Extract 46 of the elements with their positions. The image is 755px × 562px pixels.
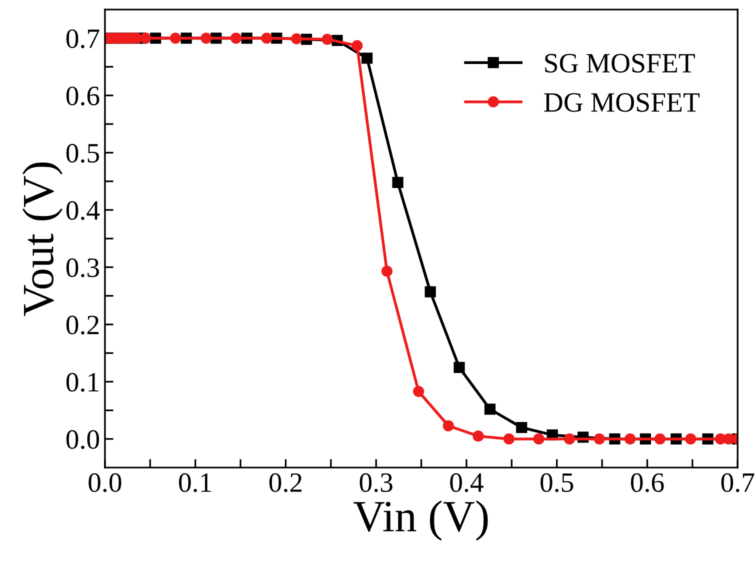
legend-label: DG MOSFET [544, 93, 700, 112]
x-tick-label: 0.6 [630, 473, 664, 492]
point [472, 430, 484, 442]
x-tick-label: 0.3 [360, 473, 392, 492]
point [442, 420, 454, 432]
y-tick-label: 0.6 [66, 86, 100, 106]
point [200, 32, 212, 44]
point [140, 32, 152, 44]
point [685, 433, 696, 445]
y-tick-label: 0.2 [66, 316, 99, 334]
y-tick-label: 0.4 [66, 201, 100, 220]
point [170, 32, 181, 44]
x-tick-label: 0.7 [721, 473, 754, 492]
point [723, 433, 734, 445]
point [424, 286, 436, 298]
point [484, 404, 496, 415]
x-tick-label: 0.1 [179, 473, 212, 492]
point [594, 433, 605, 445]
y-tick-label: 0.1 [66, 372, 98, 392]
point [564, 433, 576, 445]
point [362, 52, 373, 64]
point [454, 362, 465, 373]
y-axis-title: Vout (V) [22, 162, 63, 316]
point [654, 433, 666, 445]
point [503, 433, 515, 445]
x-axis-title: Vin (V) [353, 500, 488, 541]
legend-label: SG MOSFET [545, 54, 695, 73]
y-tick-label: 0.5 [66, 144, 99, 163]
point [291, 33, 302, 44]
point [322, 34, 333, 45]
point [533, 433, 544, 445]
point [392, 176, 404, 188]
point [352, 40, 363, 52]
point [624, 433, 636, 445]
point [381, 266, 392, 277]
point [261, 32, 272, 44]
point [230, 32, 242, 44]
point [516, 422, 528, 434]
y-tick-label: 0.3 [66, 258, 99, 278]
x-tick-label: 0.0 [88, 473, 122, 492]
y-tick-label: 0.7 [66, 29, 100, 48]
x-tick-label: 0.5 [540, 473, 574, 492]
y-tick-label: 0.0 [66, 430, 100, 449]
x-tick-label: 0.4 [450, 473, 484, 492]
x-tick-label: 0.2 [269, 473, 302, 492]
point [413, 386, 424, 397]
